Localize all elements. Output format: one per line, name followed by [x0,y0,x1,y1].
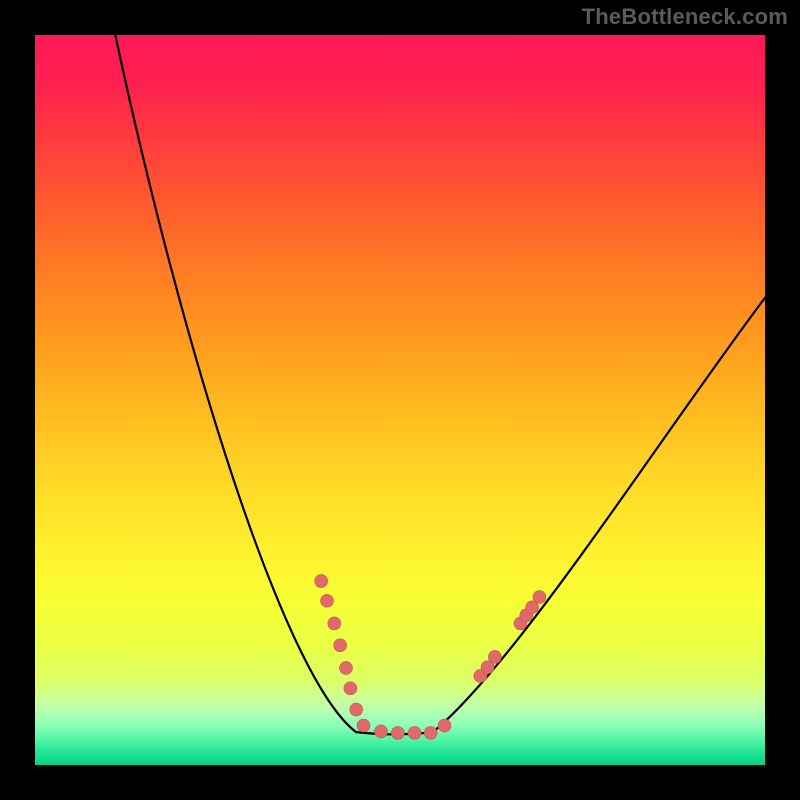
curve-marker [344,682,357,695]
curve-marker [334,639,347,652]
curve-marker [533,591,546,604]
curve-marker [438,719,451,732]
curve-marker [424,726,437,739]
curve-marker [339,661,352,674]
chart-container: TheBottleneck.com [0,0,800,800]
gradient-background [35,35,765,765]
curve-marker [321,594,334,607]
curve-marker [391,726,404,739]
curve-marker [357,719,370,732]
watermark-text: TheBottleneck.com [582,4,788,30]
curve-marker [375,725,388,738]
curve-marker [350,703,363,716]
curve-marker [328,617,341,630]
curve-marker [408,726,421,739]
curve-marker [315,575,328,588]
bottleneck-curve-chart [0,0,800,800]
curve-marker [488,650,501,663]
